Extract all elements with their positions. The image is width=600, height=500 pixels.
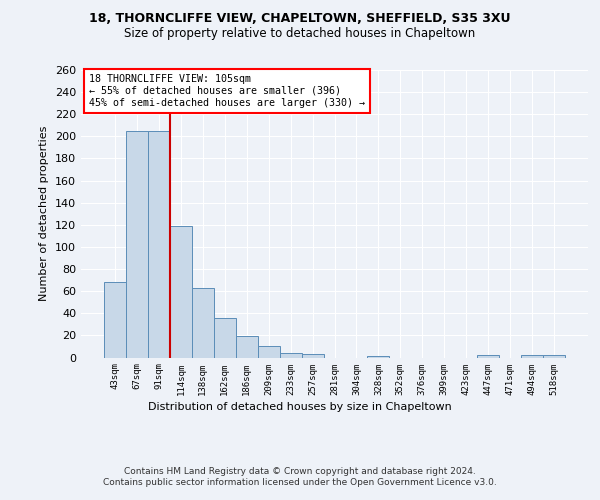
Bar <box>148 131 170 358</box>
Text: Distribution of detached houses by size in Chapeltown: Distribution of detached houses by size … <box>148 402 452 412</box>
Bar <box>302 354 323 358</box>
Bar <box>104 282 126 358</box>
Text: Size of property relative to detached houses in Chapeltown: Size of property relative to detached ho… <box>124 28 476 40</box>
Bar <box>367 356 389 358</box>
Bar <box>257 346 280 358</box>
Bar <box>214 318 236 358</box>
Text: 18 THORNCLIFFE VIEW: 105sqm
← 55% of detached houses are smaller (396)
45% of se: 18 THORNCLIFFE VIEW: 105sqm ← 55% of det… <box>89 74 365 108</box>
Bar <box>543 356 565 358</box>
Bar <box>170 226 192 358</box>
Bar <box>236 336 257 357</box>
Bar <box>477 356 499 358</box>
Bar <box>192 288 214 358</box>
Y-axis label: Number of detached properties: Number of detached properties <box>40 126 49 302</box>
Text: 18, THORNCLIFFE VIEW, CHAPELTOWN, SHEFFIELD, S35 3XU: 18, THORNCLIFFE VIEW, CHAPELTOWN, SHEFFI… <box>89 12 511 26</box>
Bar <box>126 131 148 358</box>
Text: Contains HM Land Registry data © Crown copyright and database right 2024.
Contai: Contains HM Land Registry data © Crown c… <box>103 468 497 487</box>
Bar <box>521 356 543 358</box>
Bar <box>280 353 302 358</box>
